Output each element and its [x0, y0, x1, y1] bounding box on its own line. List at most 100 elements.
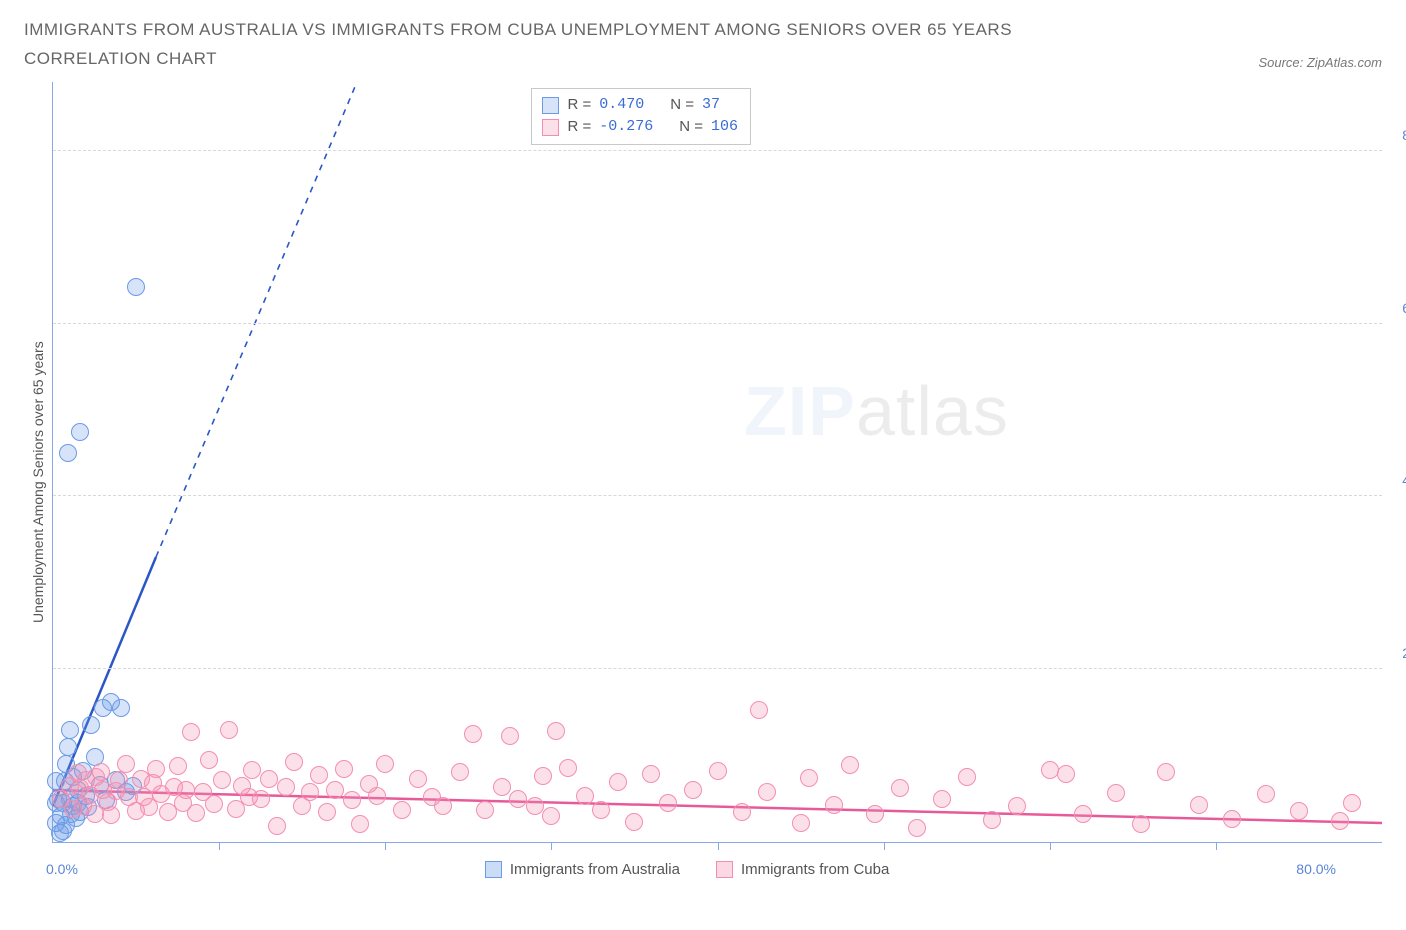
- data-point: [464, 725, 482, 743]
- data-point: [958, 768, 976, 786]
- data-point: [800, 769, 818, 787]
- legend-swatch: [542, 119, 559, 136]
- data-point: [1157, 763, 1175, 781]
- data-point: [277, 778, 295, 796]
- gridline: [53, 495, 1382, 496]
- legend-label: Immigrants from Cuba: [741, 861, 889, 878]
- data-point: [559, 759, 577, 777]
- data-point: [71, 423, 89, 441]
- data-point: [1107, 784, 1125, 802]
- x-tick: [219, 842, 220, 850]
- watermark: ZIPatlas: [744, 371, 1009, 451]
- data-point: [576, 787, 594, 805]
- data-point: [493, 778, 511, 796]
- data-point: [200, 751, 218, 769]
- correlation-legend: R = 0.470 N = 37R = -0.276 N = 106: [531, 88, 751, 145]
- trend-lines: [53, 82, 1382, 842]
- data-point: [750, 701, 768, 719]
- data-point: [642, 765, 660, 783]
- data-point: [825, 796, 843, 814]
- data-point: [260, 770, 278, 788]
- data-point: [102, 806, 120, 824]
- data-point: [169, 757, 187, 775]
- data-point: [1331, 812, 1349, 830]
- data-point: [1074, 805, 1092, 823]
- data-point: [625, 813, 643, 831]
- data-point: [127, 278, 145, 296]
- data-point: [1343, 794, 1361, 812]
- data-point: [684, 781, 702, 799]
- data-point: [301, 783, 319, 801]
- data-point: [534, 767, 552, 785]
- x-axis-max: 80.0%: [1296, 861, 1336, 877]
- data-point: [609, 773, 627, 791]
- data-point: [1223, 810, 1241, 828]
- data-point: [983, 811, 1001, 829]
- data-point: [866, 805, 884, 823]
- data-point: [451, 763, 469, 781]
- data-point: [47, 814, 65, 832]
- header: IMMIGRANTS FROM AUSTRALIA VS IMMIGRANTS …: [24, 16, 1382, 74]
- legend-n-value: 106: [711, 116, 738, 139]
- legend-n-value: 37: [702, 94, 720, 117]
- data-point: [393, 801, 411, 819]
- data-point: [841, 756, 859, 774]
- data-point: [310, 766, 328, 784]
- data-point: [509, 790, 527, 808]
- legend-r-label: R =: [567, 116, 591, 139]
- data-point: [243, 761, 261, 779]
- data-point: [285, 753, 303, 771]
- source-label: Source: ZipAtlas.com: [1258, 55, 1382, 74]
- data-point: [59, 444, 77, 462]
- legend-swatch: [716, 861, 733, 878]
- data-point: [220, 721, 238, 739]
- data-point: [147, 760, 165, 778]
- scatter-plot: ZIPatlas R = 0.470 N = 37R = -0.276 N = 106…: [52, 82, 1382, 843]
- legend-label: Immigrants from Australia: [510, 861, 680, 878]
- data-point: [252, 790, 270, 808]
- gridline: [53, 668, 1382, 669]
- data-point: [733, 803, 751, 821]
- legend-swatch: [542, 97, 559, 114]
- data-point: [182, 723, 200, 741]
- y-tick-label: 60.0%: [1402, 300, 1406, 316]
- data-point: [82, 716, 100, 734]
- data-point: [326, 781, 344, 799]
- data-point: [92, 763, 110, 781]
- data-point: [501, 727, 519, 745]
- data-point: [117, 755, 135, 773]
- x-tick: [1050, 842, 1051, 850]
- data-point: [335, 760, 353, 778]
- data-point: [177, 781, 195, 799]
- data-point: [110, 771, 128, 789]
- y-tick-label: 40.0%: [1402, 472, 1406, 488]
- legend-r-value: -0.276: [599, 116, 653, 139]
- data-point: [1057, 765, 1075, 783]
- data-point: [351, 815, 369, 833]
- x-tick: [551, 842, 552, 850]
- legend-item: Immigrants from Australia: [485, 861, 680, 878]
- legend-n-label: N =: [670, 94, 694, 117]
- gridline: [53, 323, 1382, 324]
- data-point: [891, 779, 909, 797]
- data-point: [709, 762, 727, 780]
- data-point: [1290, 802, 1308, 820]
- data-point: [1190, 796, 1208, 814]
- data-point: [434, 797, 452, 815]
- data-point: [112, 699, 130, 717]
- y-tick-label: 80.0%: [1402, 127, 1406, 143]
- data-point: [268, 817, 286, 835]
- data-point: [933, 790, 951, 808]
- legend-item: Immigrants from Cuba: [716, 861, 889, 878]
- data-point: [1132, 815, 1150, 833]
- x-tick: [385, 842, 386, 850]
- legend-r-label: R =: [567, 94, 591, 117]
- legend-r-value: 0.470: [599, 94, 644, 117]
- x-tick: [718, 842, 719, 850]
- data-point: [1041, 761, 1059, 779]
- chart-container: Unemployment Among Seniors over 65 years…: [24, 82, 1382, 882]
- data-point: [187, 804, 205, 822]
- data-point: [1008, 797, 1026, 815]
- data-point: [476, 801, 494, 819]
- legend-row: R = 0.470 N = 37: [542, 94, 738, 117]
